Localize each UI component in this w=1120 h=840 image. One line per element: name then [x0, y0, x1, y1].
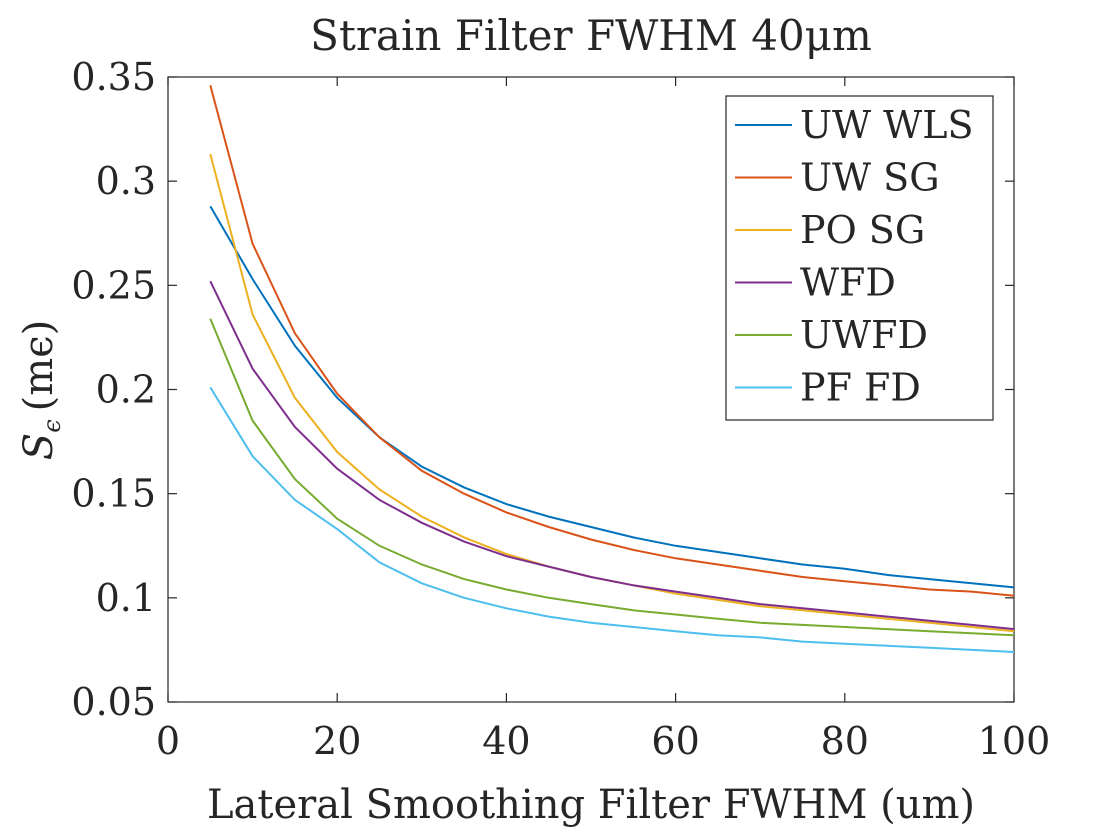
- legend-label-uwfd: UWFD: [800, 313, 928, 357]
- y-axis-ticks: 0.05 0.1 0.15 0.2 0.25 0.3 0.35: [71, 55, 1014, 724]
- y-tick-label: 0.2: [96, 368, 156, 412]
- y-axis-label-unit: (mϵ): [16, 320, 62, 412]
- x-tick-label: 80: [821, 719, 869, 763]
- series-line-wfd: [209, 280, 1015, 631]
- y-tick-label: 0.35: [71, 55, 156, 99]
- legend-label-wfd: WFD: [800, 261, 896, 305]
- legend: UW WLS UW SG PO SG WFD UWFD PF FD: [725, 95, 994, 421]
- y-axis-label: Sϵ (mϵ): [16, 320, 66, 460]
- series-line-uwfd: [209, 318, 1015, 637]
- x-axis-label: Lateral Smoothing Filter FWHM (um): [207, 782, 975, 828]
- legend-label-uw-wls: UW WLS: [800, 103, 974, 147]
- legend-label-uw-sg: UW SG: [800, 156, 940, 200]
- legend-label-po-sg: PO SG: [800, 208, 925, 252]
- y-tick-label: 0.05: [71, 680, 156, 724]
- legend-label-pf-fd: PF FD: [800, 366, 921, 410]
- x-tick-label: 60: [651, 719, 699, 763]
- y-tick-label: 0.15: [71, 472, 156, 516]
- series-line-uw-sg: [209, 85, 1015, 597]
- series-line-uw-wls: [209, 205, 1015, 589]
- x-tick-label: 20: [313, 719, 361, 763]
- y-axis-label-subscript: ϵ: [38, 419, 66, 432]
- y-axis-label-symbol: S: [16, 433, 62, 460]
- chart-title: Strain Filter FWHM 40μm: [310, 11, 872, 60]
- y-tick-label: 0.3: [96, 159, 156, 203]
- x-axis-ticks: 0 20 40 60 80 100: [156, 77, 1050, 763]
- x-tick-label: 40: [482, 719, 530, 763]
- x-tick-label: 0: [156, 719, 180, 763]
- legend-box: [725, 95, 994, 421]
- x-tick-label: 100: [978, 719, 1051, 763]
- series-lines: [209, 85, 1015, 653]
- y-tick-label: 0.25: [71, 263, 156, 307]
- y-tick-label: 0.1: [96, 576, 156, 620]
- series-line-pf-fd: [209, 386, 1015, 653]
